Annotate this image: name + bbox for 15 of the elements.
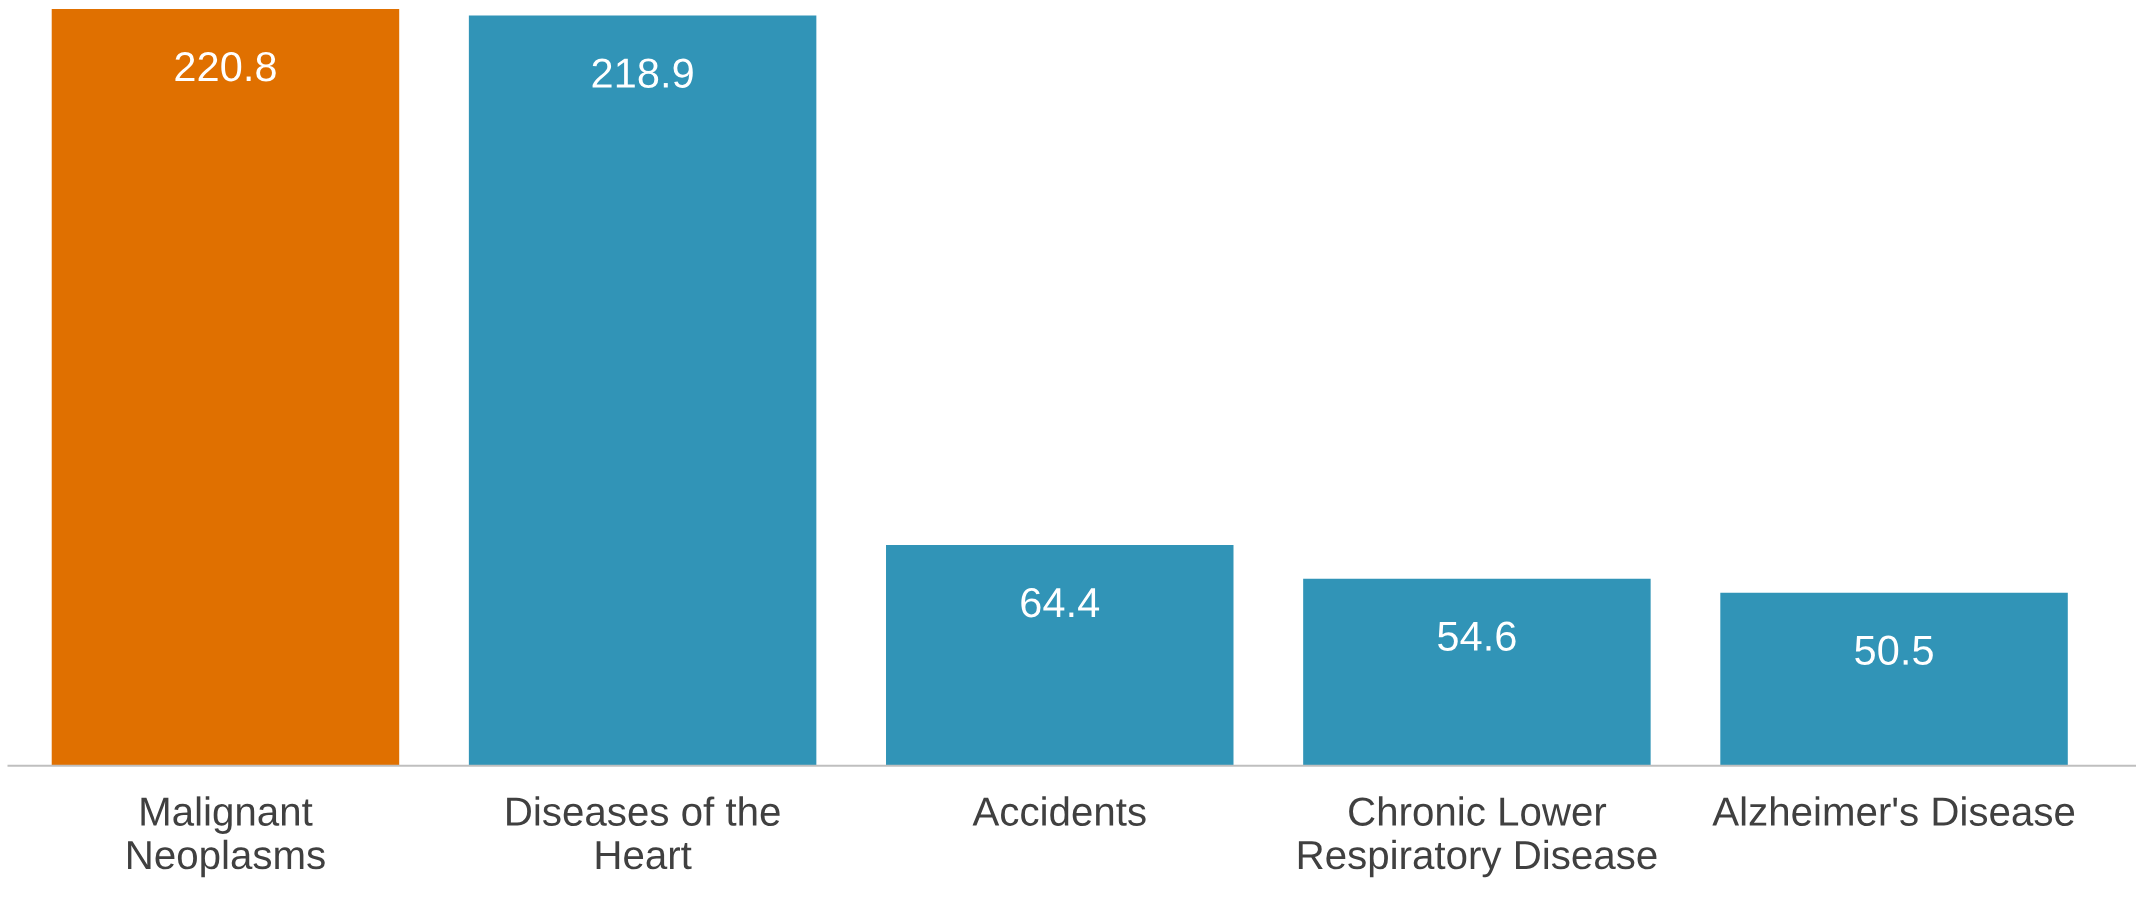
bar: [1303, 578, 1651, 766]
data-label: 54.6: [1438, 621, 1516, 651]
x-tick-label: Accidents: [972, 796, 1146, 826]
bar: [1720, 592, 2068, 766]
data-label: 220.8: [175, 51, 276, 82]
bar: [886, 545, 1234, 766]
data-label: 64.4: [1021, 587, 1100, 618]
x-tick-label: Alzheimer's Disease: [1712, 796, 2075, 826]
data-label: 50.5: [1855, 635, 1933, 666]
bar: [51, 9, 400, 766]
data-label: 218.9: [592, 58, 693, 88]
x-tick-label: Diseases of the Heart: [507, 796, 780, 870]
x-tick-label: Malignant Neoplasms: [128, 796, 325, 878]
x-tick-label: Chronic Lower Respiratory Disease: [1298, 796, 1657, 878]
bar: [468, 15, 817, 766]
